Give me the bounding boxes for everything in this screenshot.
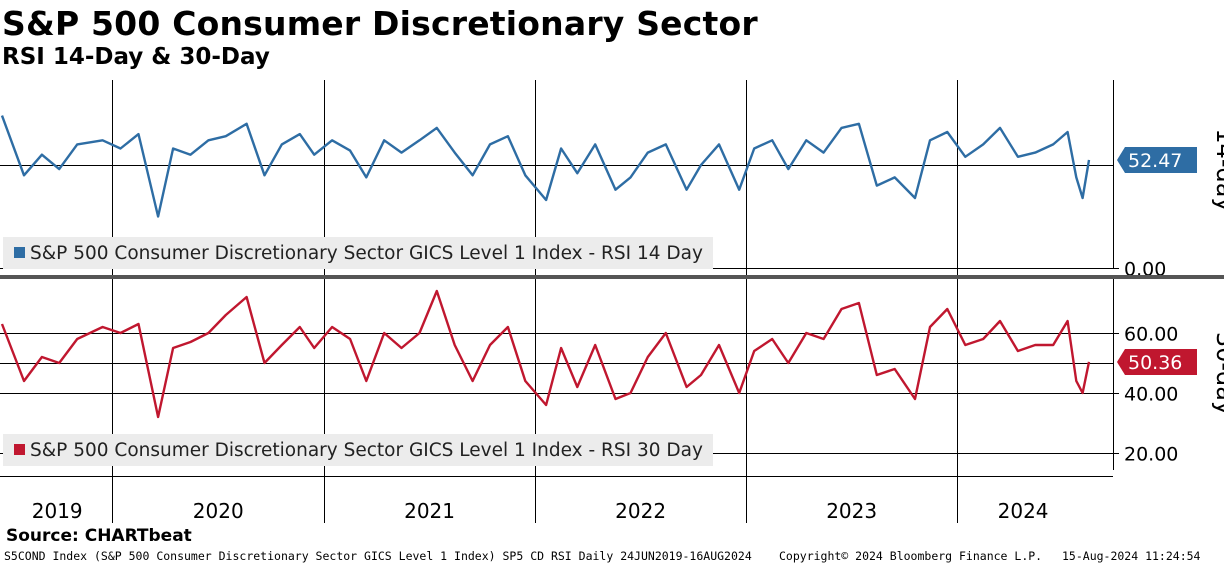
- panel-divider: [0, 275, 1224, 279]
- x-tick-label: 2023: [826, 499, 877, 523]
- rsi30-series-line: [0, 289, 1091, 419]
- legend-box: [3, 434, 713, 466]
- last-value-label: 52.47: [1128, 150, 1182, 172]
- chart-title: S&P 500 Consumer Discretionary Sector: [2, 4, 758, 43]
- legend-box: [3, 237, 713, 269]
- y-tick-label: 60.00: [1124, 324, 1178, 346]
- last-value-tag: [1117, 349, 1197, 375]
- x-tick-label: 2024: [998, 499, 1049, 523]
- x-tick-label: 2020: [193, 499, 244, 523]
- legend-label: S&P 500 Consumer Discretionary Sector GI…: [30, 243, 703, 264]
- last-value-tag: [1117, 147, 1197, 173]
- last-value-label: 50.36: [1128, 352, 1182, 374]
- y-axis-title: 14-day: [1211, 128, 1224, 211]
- timestamp: 15-Aug-2024 11:24:54: [1062, 549, 1201, 563]
- y-tick-label: 40.00: [1124, 384, 1178, 406]
- chart-subtitle: RSI 14-Day & 30-Day: [2, 44, 270, 70]
- legend-swatch: [14, 444, 25, 455]
- source-note: Source: CHARTbeat: [6, 526, 192, 546]
- x-tick-label: 2022: [615, 499, 666, 523]
- y-axis-title: 30-day: [1211, 332, 1224, 415]
- y-tick-label: 20.00: [1124, 444, 1178, 466]
- legend-swatch: [14, 247, 25, 258]
- rsi14-panel: 0.00S&P 500 Consumer Discretionary Secto…: [0, 80, 1224, 281]
- rsi30-panel: 60.00 40.00 20.00 S&P 500 Consumer Discreti…: [0, 285, 1224, 470]
- x-tick-label: 2021: [404, 499, 455, 523]
- security-description: S5COND Index (S&P 500 Consumer Discretio…: [4, 549, 752, 563]
- copyright-note: Copyright© 2024 Bloomberg Finance L.P.: [779, 549, 1043, 563]
- legend-label: S&P 500 Consumer Discretionary Sector GI…: [30, 440, 703, 461]
- x-tick-label: 2019: [32, 499, 83, 523]
- rsi14-series-line: [0, 115, 1091, 218]
